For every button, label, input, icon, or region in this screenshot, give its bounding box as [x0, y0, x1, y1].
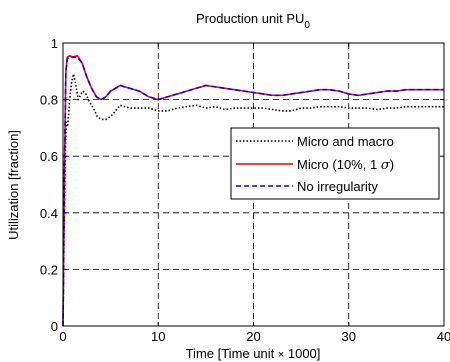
chart-title: Production unit PU0	[196, 11, 310, 31]
series-layer	[62, 54, 444, 327]
x-axis-title-pre: Time [Time unit	[186, 346, 278, 361]
x-tick-label: 20	[246, 329, 260, 344]
y-tick-label: 0	[51, 319, 58, 334]
chart-title-main: Production unit PU	[196, 11, 304, 26]
y-tick-label: 0.8	[40, 93, 58, 108]
series-line-no-irregularity	[62, 56, 444, 327]
x-axis-title-post: 1000]	[284, 346, 320, 361]
legend-label-micro-macro: Micro and macro	[297, 134, 394, 149]
plot-frame	[62, 42, 445, 327]
y-tick-label: 0.6	[40, 149, 58, 164]
x-tick-label: 30	[342, 329, 356, 344]
x-tick-label: 0	[59, 329, 66, 344]
legend-label-micro: Micro (10%, 1 σ)	[297, 157, 394, 173]
x-tick-label: 40	[437, 329, 450, 344]
legend-label-micro-post: )	[390, 157, 394, 172]
chart-title-subscript: 0	[304, 20, 310, 31]
x-tick-label: 10	[151, 329, 165, 344]
x-axis-title-symbol: ×	[278, 349, 284, 361]
legend-label-micro-symbol: σ	[381, 158, 391, 173]
y-axis-title: Utilization [fraction]	[6, 130, 21, 240]
series-line-micro-and-macro	[62, 73, 444, 327]
legend-label-none: No irregularity	[297, 179, 378, 194]
y-tick-label: 0.4	[40, 206, 58, 221]
legend-label-micro-pre: Micro (10%, 1	[297, 157, 381, 172]
legend: Micro and macro Micro (10%, 1 σ) No irre…	[230, 127, 440, 200]
x-axis-title: Time [Time unit × 1000]	[186, 346, 321, 361]
y-tick-label: 1	[51, 36, 58, 51]
y-tick-label: 0.2	[40, 262, 58, 277]
